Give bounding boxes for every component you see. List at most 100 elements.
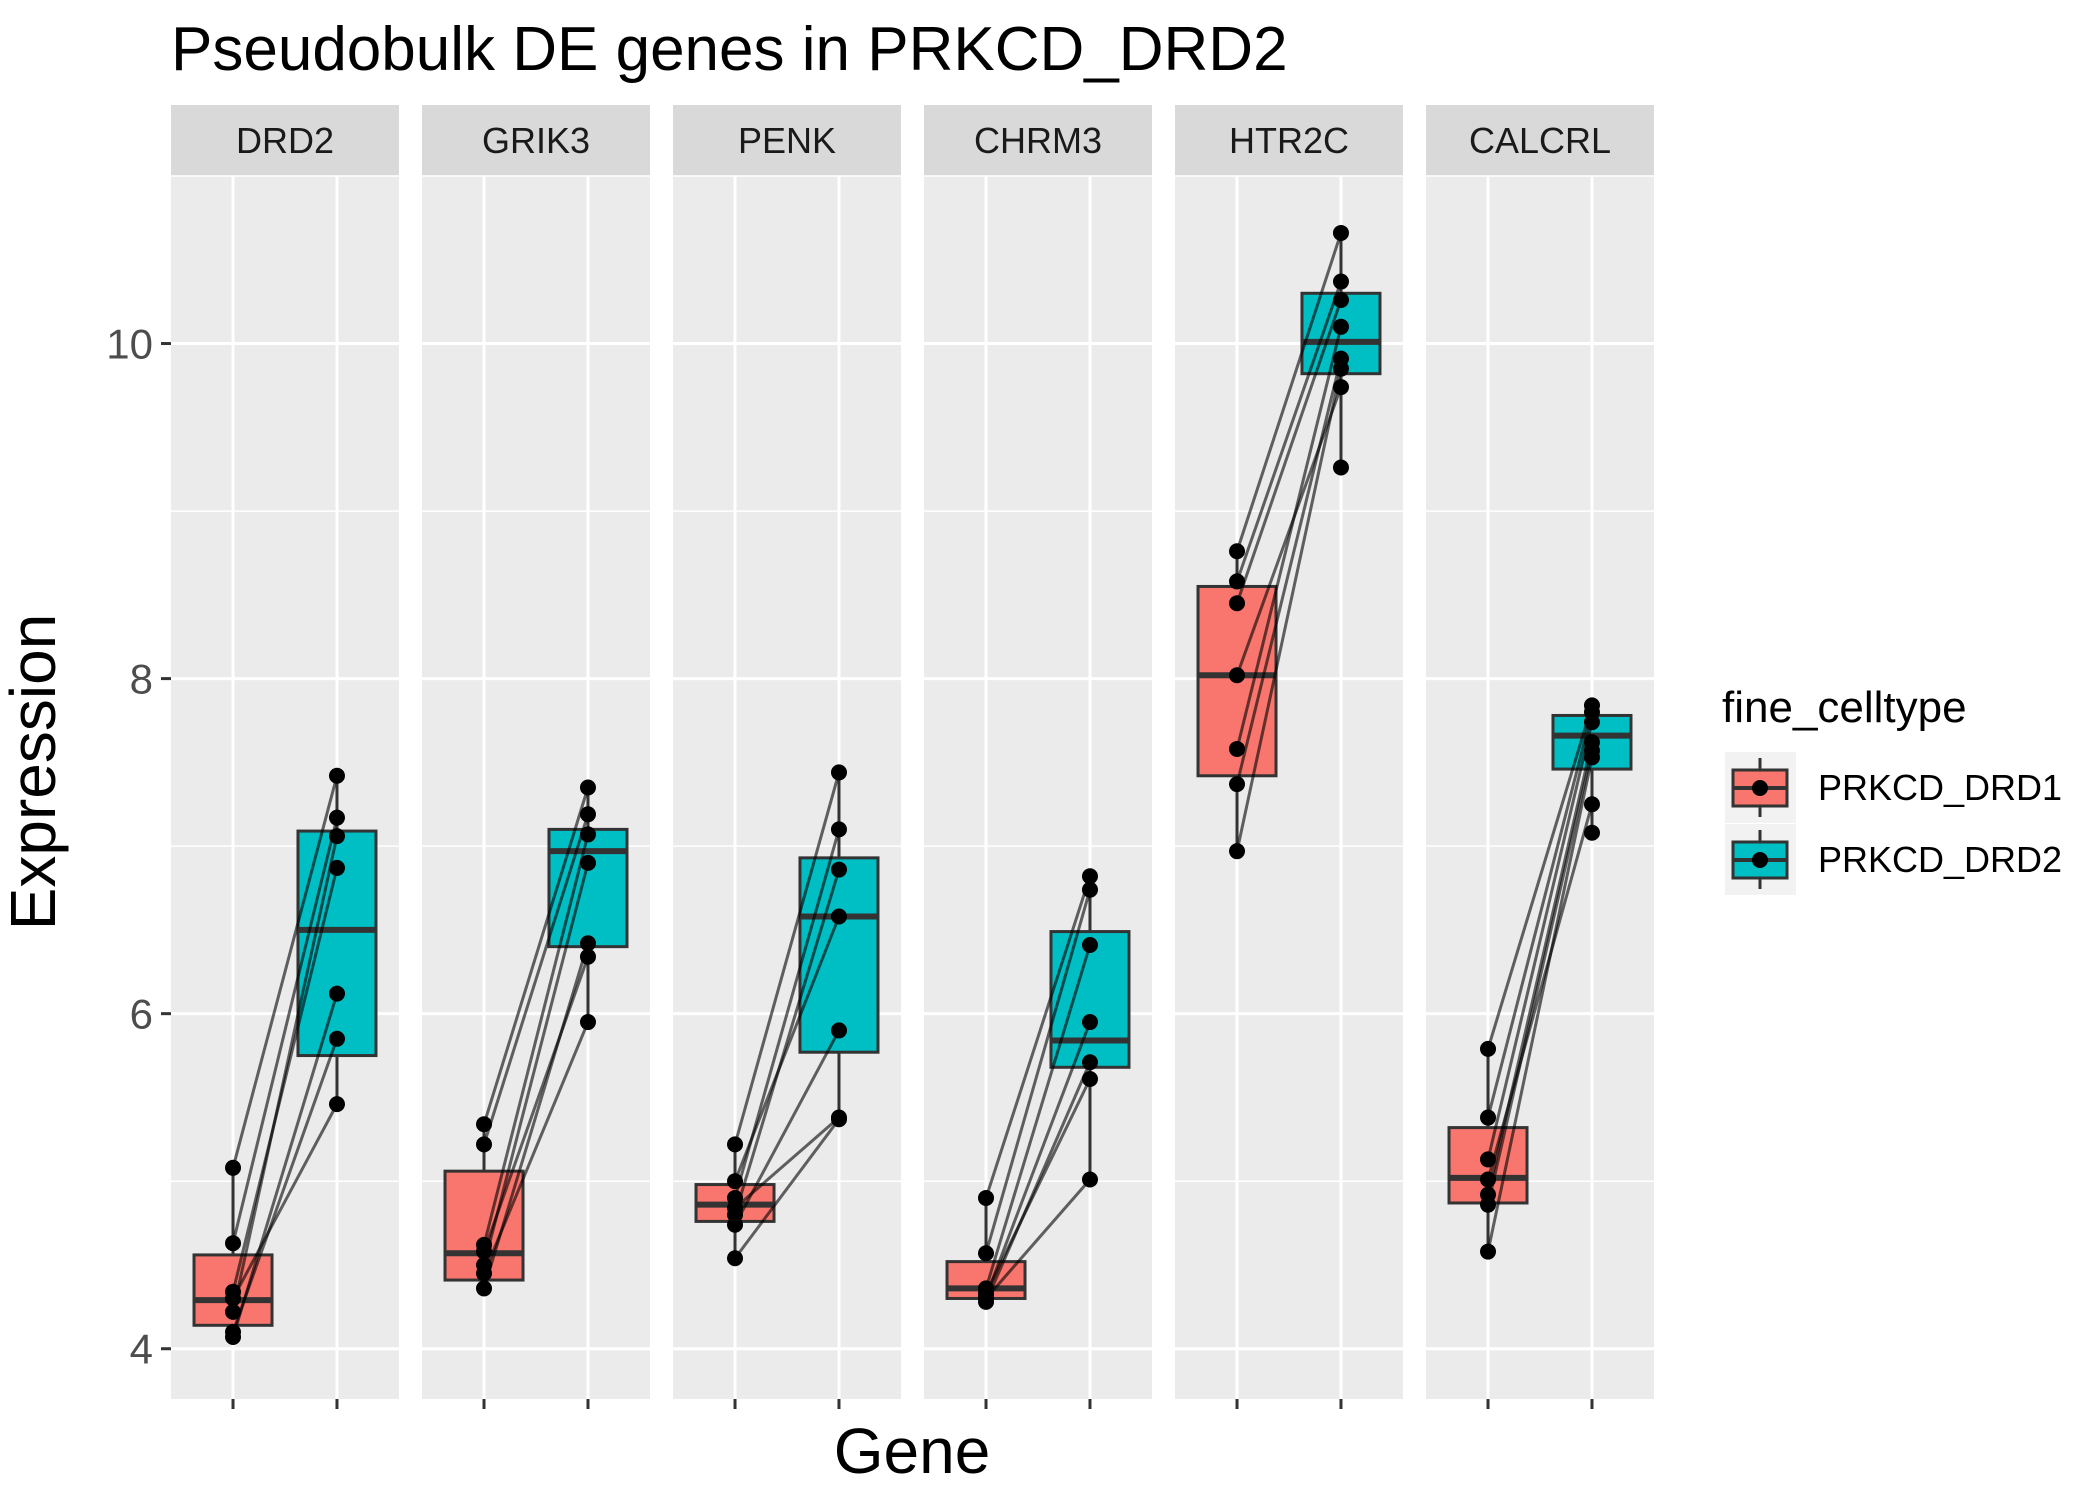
data-point: [1332, 318, 1349, 335]
pair-line: [482, 956, 590, 1253]
data-point: [1081, 868, 1098, 885]
data-point: [579, 854, 596, 871]
data-point: [1583, 749, 1600, 766]
data-point: [476, 1280, 493, 1297]
pair-line: [482, 834, 590, 1246]
data-point: [727, 1173, 744, 1190]
pair-line: [1486, 711, 1594, 1118]
data-point: [1081, 881, 1098, 898]
pair-line: [1235, 386, 1343, 676]
pair-line: [984, 1061, 1092, 1303]
legend-key-point: [1752, 852, 1768, 868]
data-point: [830, 764, 847, 781]
facet-panel-grik3: GRIK3: [422, 105, 650, 1409]
y-tick-label: 6: [130, 991, 153, 1038]
data-point: [1081, 1014, 1098, 1031]
data-point: [830, 821, 847, 838]
data-point: [1480, 1151, 1497, 1168]
data-point: [727, 1200, 744, 1217]
data-point: [1332, 273, 1349, 290]
data-point: [579, 779, 596, 796]
pair-line: [733, 869, 841, 1216]
data-point: [1332, 291, 1349, 308]
data-point: [1332, 459, 1349, 476]
data-point: [1229, 573, 1246, 590]
data-point: [727, 1216, 744, 1233]
data-point: [1229, 667, 1246, 684]
data-point: [476, 1116, 493, 1133]
data-point: [727, 1136, 744, 1153]
data-point: [1081, 936, 1098, 953]
facet-panel-penk: PENK: [673, 105, 901, 1409]
legend: fine_celltype PRKCD_DRD1 PRKCD_DRD2: [1722, 683, 2062, 895]
data-point: [1229, 740, 1246, 757]
legend-key-point: [1752, 780, 1768, 796]
pair-line: [1235, 281, 1343, 582]
data-point: [830, 1022, 847, 1039]
data-point: [579, 826, 596, 843]
data-point: [1081, 1171, 1098, 1188]
facet-strip: [924, 105, 1152, 176]
data-point: [1081, 1071, 1098, 1088]
pair-line: [733, 1118, 841, 1260]
panel-background: [924, 176, 1152, 1399]
data-point: [579, 935, 596, 952]
pair-line: [1486, 750, 1594, 1205]
facet-panel-chrm3: CHRM3: [924, 105, 1152, 1409]
data-point: [830, 908, 847, 925]
pair-line: [733, 915, 841, 1182]
data-point: [328, 1030, 345, 1047]
data-point: [1480, 1109, 1497, 1126]
chart-title: Pseudobulk DE genes in PRKCD_DRD2: [171, 15, 1288, 84]
facet-strip: [171, 105, 399, 176]
facet-strip-label: DRD2: [236, 120, 334, 161]
data-point: [579, 806, 596, 823]
facet-strip: [1426, 105, 1654, 176]
pair-line: [231, 817, 339, 1244]
data-point: [579, 1014, 596, 1031]
data-point: [476, 1243, 493, 1260]
data-point: [1332, 360, 1349, 377]
pair-line: [1235, 358, 1343, 785]
y-tick-label: 8: [130, 656, 153, 703]
box: [547, 827, 629, 949]
pair-line: [231, 1103, 339, 1300]
panel-background: [1175, 176, 1403, 1399]
panel-background: [1426, 176, 1654, 1399]
data-point: [1332, 379, 1349, 396]
facet-strip-label: HTR2C: [1229, 120, 1349, 161]
data-point: [1229, 543, 1246, 560]
data-point: [1583, 796, 1600, 813]
facet-panel-htr2c: HTR2C: [1175, 105, 1403, 1409]
data-point: [328, 767, 345, 784]
facet-panels: DRD2 GRIK3 PENK CHRM3 HTR2C CALCRL: [171, 105, 1654, 1409]
pair-line: [482, 813, 590, 1145]
data-point: [727, 1250, 744, 1267]
pair-line: [231, 993, 339, 1338]
pair-line: [1486, 803, 1594, 1180]
facet-strip-label: CHRM3: [974, 120, 1102, 161]
pair-line: [984, 875, 1092, 1199]
pair-line: [1235, 232, 1343, 552]
facet-strip-label: GRIK3: [482, 120, 590, 161]
data-point: [1229, 595, 1246, 612]
data-point: [225, 1159, 242, 1176]
data-point: [1081, 1054, 1098, 1071]
pair-line: [1235, 326, 1343, 750]
y-tick-label: 4: [130, 1326, 153, 1373]
data-point: [476, 1136, 493, 1153]
data-point: [1480, 1196, 1497, 1213]
y-tick-label: 10: [106, 321, 153, 368]
legend-key-prkcd_drd2: [1725, 824, 1796, 895]
pair-line: [984, 1021, 1092, 1298]
data-point: [225, 1303, 242, 1320]
pair-line: [231, 835, 339, 1313]
pair-line: [1235, 368, 1343, 852]
boxplot-prkcd_drd2: [547, 787, 629, 1023]
data-point: [1480, 1040, 1497, 1057]
data-point: [225, 1290, 242, 1307]
pair-line: [482, 787, 590, 1125]
facet-strip: [1175, 105, 1403, 176]
data-point: [1229, 843, 1246, 860]
